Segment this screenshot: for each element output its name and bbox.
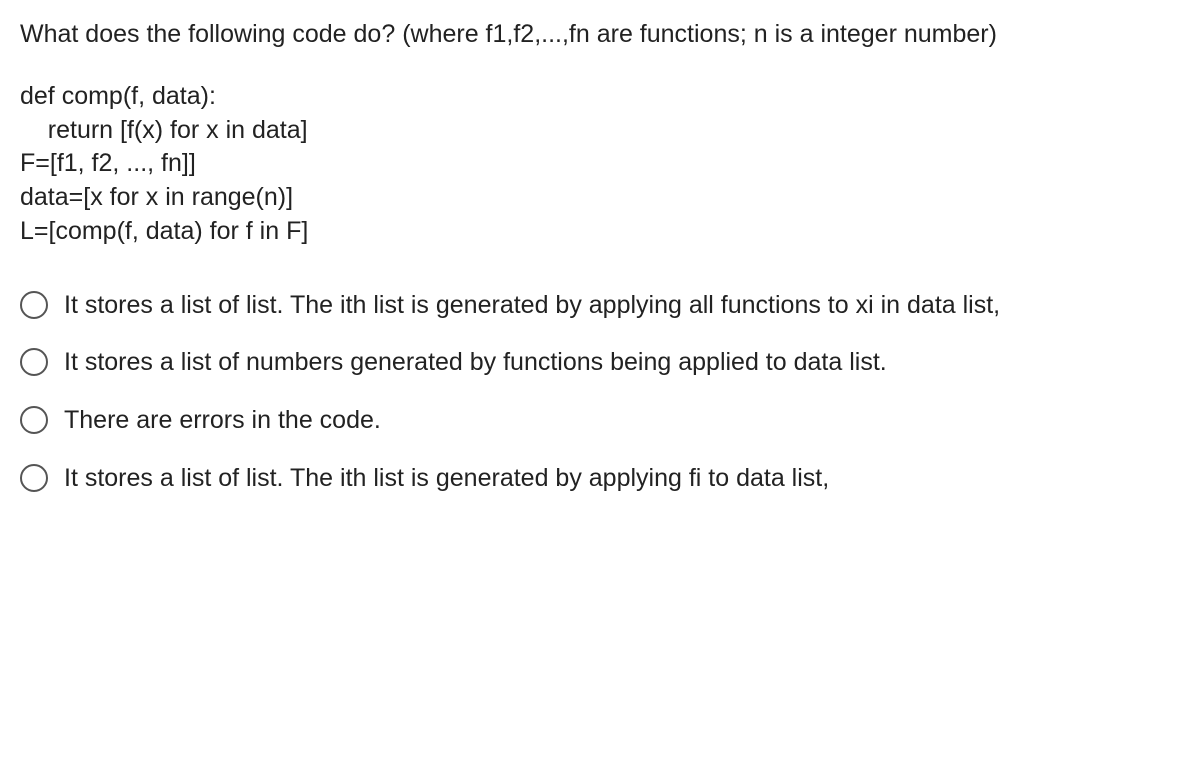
code-line: L=[comp(f, data) for f in F] xyxy=(20,215,1180,249)
code-line: def comp(f, data): xyxy=(20,80,1180,114)
option-text: It stores a list of list. The ith list i… xyxy=(64,462,1180,496)
option-4[interactable]: It stores a list of list. The ith list i… xyxy=(20,462,1180,496)
radio-icon xyxy=(20,464,48,492)
option-text: It stores a list of numbers generated by… xyxy=(64,346,1180,380)
code-line: F=[f1, f2, ..., fn]] xyxy=(20,147,1180,181)
radio-icon xyxy=(20,406,48,434)
code-line: data=[x for x in range(n)] xyxy=(20,181,1180,215)
option-text: It stores a list of list. The ith list i… xyxy=(64,289,1180,323)
radio-icon xyxy=(20,291,48,319)
question-stem: What does the following code do? (where … xyxy=(20,18,1180,52)
options-group: It stores a list of list. The ith list i… xyxy=(20,289,1180,496)
option-text: There are errors in the code. xyxy=(64,404,1180,438)
code-block: def comp(f, data): return [f(x) for x in… xyxy=(20,80,1180,249)
option-3[interactable]: There are errors in the code. xyxy=(20,404,1180,438)
option-2[interactable]: It stores a list of numbers generated by… xyxy=(20,346,1180,380)
code-line: return [f(x) for x in data] xyxy=(20,114,1180,148)
radio-icon xyxy=(20,348,48,376)
option-1[interactable]: It stores a list of list. The ith list i… xyxy=(20,289,1180,323)
